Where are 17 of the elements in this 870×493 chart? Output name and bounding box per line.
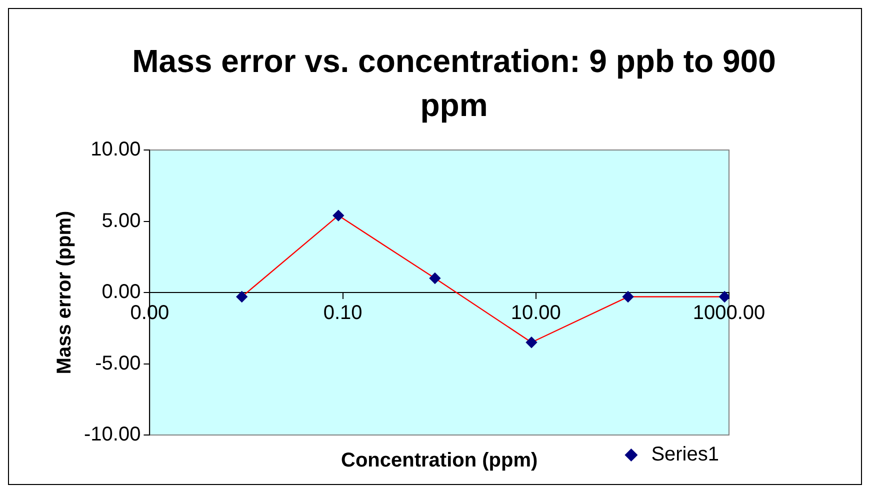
y-axis-title: Mass error (ppm) — [54, 210, 76, 374]
point — [429, 272, 441, 284]
point — [526, 336, 538, 348]
y-tick-label: 0.00 — [102, 281, 141, 304]
x-tick-label: 0.10 — [323, 302, 362, 324]
x-tick-label: 10.00 — [510, 302, 561, 324]
point — [622, 291, 634, 302]
point — [332, 210, 344, 222]
y-tick-label: -5.00 — [95, 352, 141, 374]
point — [236, 291, 248, 302]
y-tick-label: 5.00 — [102, 210, 141, 232]
x-axis-title: Concentration (ppm) — [341, 450, 538, 472]
legend-label: Series1 — [651, 444, 719, 466]
x-tick-label: 1000.00 — [692, 302, 766, 324]
chart-title: Mass error vs. concentration: 9 ppb to 900 ppm — [131, 42, 777, 125]
y-tick-label: -10.00 — [84, 424, 141, 446]
y-tick-label: 10.00 — [90, 138, 141, 161]
